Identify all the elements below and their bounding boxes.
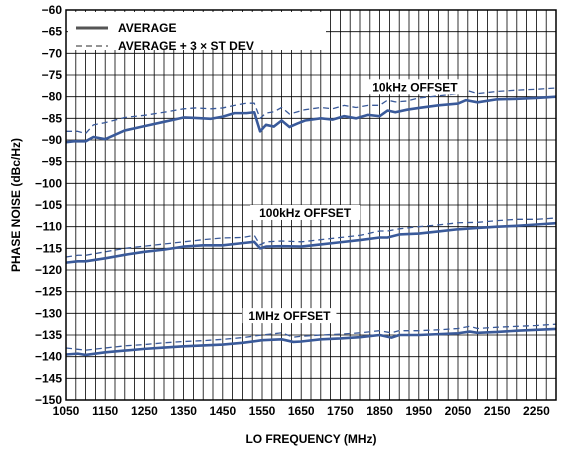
y-tick-label: −100 [35, 176, 62, 190]
series-average-3sd-10khz [66, 87, 557, 135]
annotation-label: 1MHz OFFSET [248, 309, 331, 323]
series-average-100khz [65, 221, 557, 264]
annotation-label: 100kHz OFFSET [259, 206, 352, 220]
x-tick-label: 1350 [170, 404, 197, 418]
x-tick-label: 2250 [523, 404, 550, 418]
y-tick-label: −145 [35, 371, 62, 385]
y-tick-label: −85 [42, 111, 63, 125]
y-tick-label: −90 [42, 133, 63, 147]
x-tick-label: 1250 [131, 404, 158, 418]
y-tick-label: −60 [42, 3, 63, 17]
x-tick-label: 1650 [288, 404, 315, 418]
data-series [65, 87, 557, 357]
x-tick-labels: 1050 1150 1250 1350 1450 1550 1650 1750 1850 1950… [53, 404, 550, 418]
series-average-3sd-1mhz [65, 323, 557, 351]
y-tick-label: −95 [42, 155, 63, 169]
y-tick-labels: −60 −65 −70 −75 −80 −85 −90 −95 −100 −105 −110 −115… [35, 3, 62, 407]
y-axis-title: PHASE NOISE (dBc/Hz) [9, 138, 23, 272]
x-tick-label: 1550 [249, 404, 276, 418]
y-tick-label: −130 [35, 306, 62, 320]
offset-annotations: 10kHz OFFSET 100kHz OFFSET 1MHz OFFSET [242, 79, 466, 324]
y-tick-label: −120 [35, 263, 62, 277]
series-average-10khz [65, 95, 557, 144]
annotation-background [242, 308, 337, 324]
x-tick-label: 2150 [484, 404, 511, 418]
x-tick-label: 1450 [209, 404, 236, 418]
x-axis-title: LO FREQUENCY (MHz) [245, 432, 376, 446]
x-tick-label: 1950 [405, 404, 432, 418]
y-tick-label: −105 [35, 198, 62, 212]
y-tick-label: −125 [35, 285, 62, 299]
annotation-label: 10kHz OFFSET [372, 80, 458, 94]
y-tick-label: −80 [42, 90, 63, 104]
x-tick-label: 1850 [366, 404, 393, 418]
y-tick-label: −65 [42, 25, 63, 39]
x-tick-label: 2050 [445, 404, 472, 418]
y-tick-label: −135 [35, 328, 62, 342]
x-tick-label: 1050 [53, 404, 80, 418]
series-average-3sd-100khz [65, 217, 557, 258]
legend: AVERAGE AVERAGE + 3 × ST DEV [68, 12, 326, 53]
x-tick-label: 1750 [327, 404, 354, 418]
legend-label-average-3sd: AVERAGE + 3 × ST DEV [118, 39, 254, 53]
legend-label-average: AVERAGE [118, 21, 176, 35]
annotation-background [363, 79, 466, 95]
y-tick-label: −75 [42, 68, 63, 82]
y-tick-label: −150 [35, 393, 62, 407]
x-tick-label: 1150 [92, 404, 118, 418]
legend-background [68, 12, 326, 50]
y-tick-label: −70 [42, 46, 63, 60]
annotation-background [250, 204, 361, 220]
y-tick-label: −115 [36, 241, 63, 255]
plot-frame [65, 9, 557, 401]
y-tick-label: −110 [36, 220, 63, 234]
y-tick-label: −140 [35, 350, 62, 364]
series-average-1mhz [65, 327, 557, 357]
